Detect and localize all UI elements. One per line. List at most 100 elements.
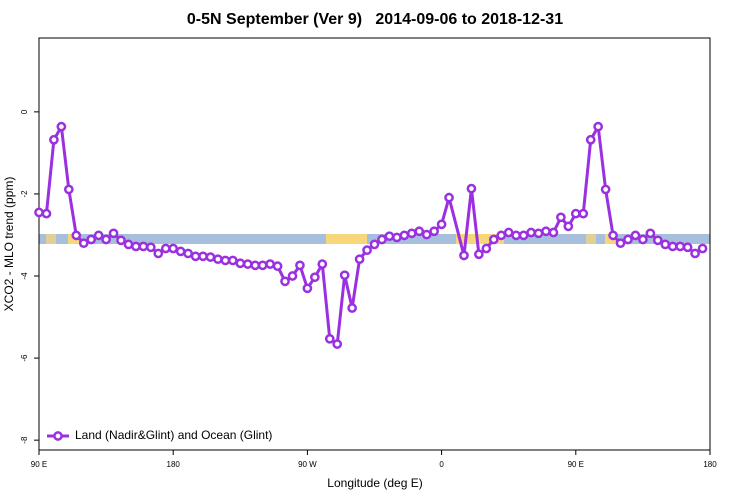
data-point <box>131 241 141 252</box>
data-point <box>183 248 193 259</box>
data-point <box>213 254 223 265</box>
data-point <box>377 234 387 245</box>
x-tick-label: 90 E <box>568 460 584 469</box>
data-point <box>41 208 52 219</box>
data-point <box>190 251 201 262</box>
data-point <box>623 234 633 245</box>
data-point <box>697 243 708 254</box>
y-tick-label: -8 <box>20 436 29 444</box>
data-point <box>235 258 246 269</box>
data-point <box>503 227 514 238</box>
data-point <box>108 228 119 239</box>
data-point <box>675 241 686 252</box>
data-point <box>280 276 290 287</box>
data-point <box>511 230 522 241</box>
data-point <box>690 248 700 259</box>
data-point <box>116 235 126 246</box>
land-band <box>326 234 367 244</box>
x-tick-label: 0 <box>439 460 444 469</box>
legend-marker <box>53 431 63 441</box>
data-point <box>160 243 171 254</box>
ocean-band <box>39 234 710 244</box>
data-point <box>145 242 156 253</box>
data-point <box>682 242 693 253</box>
x-tick-label: 90 E <box>31 460 47 469</box>
land-band <box>46 234 56 244</box>
data-point <box>556 212 566 223</box>
data-point <box>638 234 648 245</box>
data-point <box>310 272 320 283</box>
y-tick-label: -2 <box>20 190 29 198</box>
data-point <box>399 230 410 241</box>
y-tick-label: -4 <box>20 272 29 280</box>
data-point <box>49 134 59 145</box>
data-point <box>250 260 261 271</box>
data-point <box>593 121 604 132</box>
data-point <box>332 339 343 349</box>
data-point <box>227 255 238 266</box>
data-point <box>392 232 402 243</box>
data-point <box>541 226 551 237</box>
legend-label: Land (Nadir&Glint) and Ocean (Glint) <box>75 428 272 442</box>
data-point <box>630 230 641 241</box>
data-point <box>362 245 372 256</box>
data-point <box>324 333 335 344</box>
data-point <box>287 271 298 281</box>
data-point <box>34 207 44 218</box>
land-band <box>456 234 504 244</box>
data-point <box>444 192 454 203</box>
data-point <box>488 234 499 245</box>
x-tick-label: 180 <box>703 460 717 469</box>
data-point <box>585 134 596 145</box>
x-tick-label: 180 <box>167 460 181 469</box>
data-point <box>518 230 529 241</box>
data-point <box>93 230 104 241</box>
data-point <box>220 255 231 266</box>
data-point <box>295 260 305 271</box>
data-point <box>78 238 89 249</box>
data-point <box>339 270 350 281</box>
data-point <box>198 251 208 262</box>
data-point <box>578 208 589 219</box>
data-point <box>347 303 357 313</box>
data-point <box>302 283 313 294</box>
land-band <box>586 234 596 244</box>
data-point <box>138 241 149 252</box>
data-point <box>86 234 97 245</box>
data-point <box>63 184 74 195</box>
data-point <box>317 259 328 269</box>
data-point <box>660 239 671 250</box>
data-point <box>436 219 447 230</box>
data-point <box>429 226 439 237</box>
x-tick-label: 90 W <box>298 460 317 469</box>
data-point <box>645 228 656 239</box>
data-point <box>615 238 626 249</box>
data-point <box>570 208 581 219</box>
data-point <box>354 254 365 265</box>
data-point <box>608 230 618 241</box>
data-point <box>369 239 380 250</box>
data-point <box>56 121 67 132</box>
data-point <box>526 227 536 238</box>
y-axis-label: XCO2 - MLO trend (ppm) <box>2 177 16 312</box>
y-tick-label: 0 <box>20 109 29 114</box>
data-point <box>563 221 574 232</box>
data-point <box>421 229 432 240</box>
y-tick-label: -6 <box>20 354 29 362</box>
data-point <box>272 261 283 272</box>
data-point <box>548 227 559 238</box>
data-point <box>533 228 544 239</box>
data-point <box>667 241 678 252</box>
data-point <box>414 226 425 237</box>
data-point <box>652 235 663 246</box>
data-point <box>71 230 82 241</box>
data-point <box>205 252 216 262</box>
data-point <box>474 249 484 260</box>
data-point <box>459 250 469 261</box>
data-point <box>101 234 111 245</box>
data-point <box>257 260 268 271</box>
data-point <box>242 259 253 269</box>
data-point <box>600 184 611 195</box>
data-point <box>496 230 507 241</box>
